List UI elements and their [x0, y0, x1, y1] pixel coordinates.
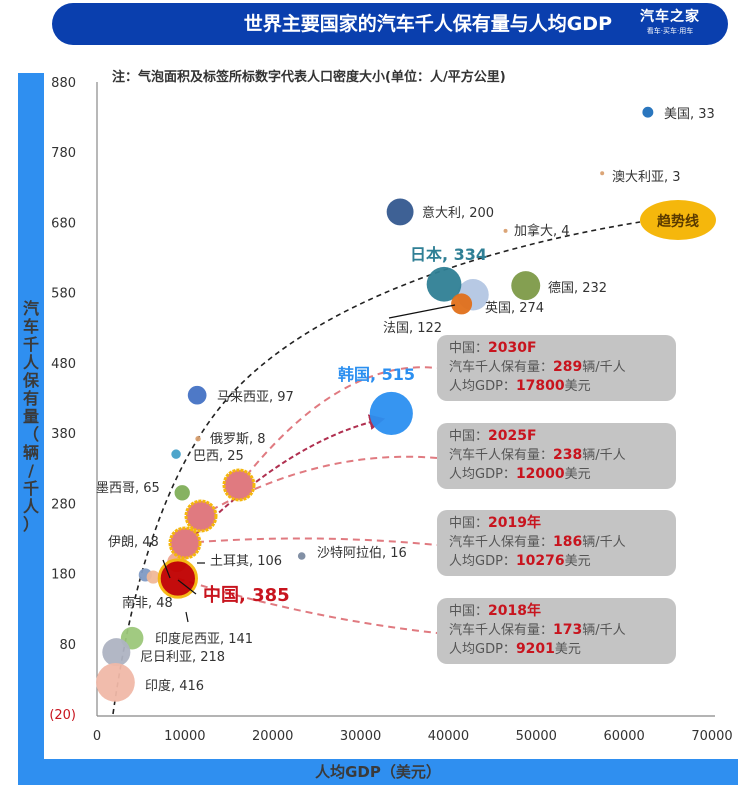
y-tick-label: 580	[51, 287, 76, 302]
bubble-法国	[451, 293, 473, 315]
y-axis-title-char: 人	[22, 353, 39, 372]
x-axis-title: 人均GDP（美元）	[315, 763, 441, 781]
bubble-label: 德国, 232	[548, 281, 607, 296]
y-tick-label: 180	[51, 568, 76, 583]
y-axis-title: 汽车千人保有量（辆 / 千人）	[18, 300, 44, 534]
trend-badge	[640, 200, 716, 240]
bubble-label: 印度尼西亚, 141	[155, 631, 253, 647]
bubble-日本	[426, 266, 462, 302]
bubble-label: 尼日利亚, 218	[140, 650, 225, 665]
bubble-label: 土耳其, 106	[210, 554, 282, 569]
y-tick-label: 280	[51, 497, 76, 512]
bubble-label: 巴西, 25	[193, 449, 244, 464]
y-tick-label: 480	[51, 357, 76, 372]
y-axis-title-char: 汽	[22, 299, 39, 318]
annotation-2025: 中国：2025F 汽车千人保有量：238辆/千人 人均GDP：12000美元	[437, 423, 676, 489]
y-axis-title-char: 保	[22, 371, 39, 390]
bubble-印度	[96, 663, 135, 702]
annotation-2030: 中国：2030F 汽车千人保有量：289辆/千人 人均GDP：17800美元	[437, 335, 676, 401]
bubble-label: 伊朗, 48	[108, 535, 159, 550]
x-tick-label: 50000	[516, 729, 557, 744]
projection-link-line	[184, 537, 438, 546]
bubble-label: 英国, 274	[485, 301, 544, 316]
y-axis-title-char: /	[28, 461, 34, 480]
projection-bubble-2030F	[222, 468, 256, 502]
bubble-南非	[146, 570, 160, 584]
annotation-2018: 中国：2018年 汽车千人保有量：173辆/千人 人均GDP：9201美元	[437, 598, 676, 664]
annotation-2019: 中国：2019年 汽车千人保有量：186辆/千人 人均GDP：10276美元	[437, 510, 676, 576]
x-axis-frame	[18, 759, 738, 785]
y-tick-label: 680	[51, 216, 76, 231]
trend-label: 趋势线	[657, 213, 699, 230]
chart-note: 注：气泡面积及标签所标数字代表人口密度大小(单位：人/平方公里)	[112, 70, 506, 85]
bubble-label: 墨西哥, 65	[96, 481, 160, 496]
projection-bubble-2025F	[184, 499, 218, 533]
bubble-label: 澳大利亚, 3	[612, 169, 681, 185]
bubble-label: 加拿大, 4	[514, 223, 570, 239]
y-axis-title-char: 车	[22, 317, 39, 336]
x-tick-label: 0	[93, 729, 101, 744]
projection-link-line	[200, 455, 438, 517]
bubble-马来西亚	[187, 385, 207, 405]
projection-bubble-2019年	[168, 526, 202, 560]
bubble-label: 日本, 334	[410, 245, 487, 264]
y-tick-label: (20)	[49, 708, 76, 723]
bubble-label: 韩国, 515	[338, 365, 415, 384]
bubble-label: 沙特阿拉伯, 16	[317, 546, 407, 561]
bubble-墨西哥	[174, 485, 190, 501]
y-tick-label: 80	[59, 638, 76, 653]
bubble-德国	[511, 271, 541, 301]
bubble-澳大利亚	[600, 171, 605, 176]
logo-main-text: 汽车之家	[640, 9, 700, 25]
bubble-俄罗斯	[195, 436, 201, 442]
leader-line	[177, 579, 197, 595]
y-tick-label: 380	[51, 427, 76, 442]
x-tick-label: 10000	[164, 729, 205, 744]
y-axis-title-char: 辆	[22, 443, 39, 462]
bubble-label: 俄罗斯, 8	[210, 432, 266, 447]
chart-title: 世界主要国家的汽车千人保有量与人均GDP	[243, 13, 612, 35]
y-axis-title-char: 千	[22, 335, 39, 354]
x-tick-label: 60000	[603, 729, 644, 744]
x-tick-label: 70000	[691, 729, 732, 744]
leader-line	[185, 611, 189, 623]
logo-sub-text: 看车·买车·用车	[646, 27, 694, 35]
y-axis-title-char: 千	[22, 479, 39, 498]
y-axis-title-char: ）	[22, 515, 39, 534]
bubble-label: 南非, 48	[122, 595, 173, 611]
bubble-label: 中国, 385	[203, 584, 290, 606]
title-banner: 世界主要国家的汽车千人保有量与人均GDP 汽车之家 看车·买车·用车	[52, 3, 728, 45]
x-tick-label: 20000	[252, 729, 293, 744]
bubble-巴西	[171, 449, 181, 459]
bubble-尼日利亚	[102, 638, 131, 667]
bubble-label: 马来西亚, 97	[217, 390, 294, 405]
x-tick-label: 30000	[340, 729, 381, 744]
bubble-label: 法国, 122	[383, 321, 442, 336]
bubble-沙特阿拉伯	[297, 552, 306, 560]
bubble-label: 印度, 416	[145, 678, 204, 694]
leader-line	[388, 304, 456, 319]
bubble-label: 美国, 33	[664, 107, 715, 122]
leader-line	[162, 559, 171, 579]
y-axis-frame	[18, 73, 44, 785]
x-tick-label: 40000	[428, 729, 469, 744]
y-axis-title-char: 量	[22, 407, 39, 426]
projection-link-line	[177, 577, 438, 634]
y-tick-label: 880	[51, 76, 76, 91]
y-tick-label: 780	[51, 146, 76, 161]
bubble-label: 意大利, 200	[422, 205, 494, 221]
y-axis-title-char: 人	[22, 497, 39, 516]
bubble-加拿大	[503, 228, 508, 233]
projection-link-line	[238, 366, 438, 486]
bubble-韩国	[369, 391, 413, 436]
y-axis-title-char: 有	[22, 389, 39, 408]
bubble-美国	[642, 106, 654, 118]
bubble-意大利	[386, 198, 414, 226]
brand-logo: 汽车之家 看车·买车·用车	[630, 9, 710, 36]
y-axis-title-char: （	[22, 425, 39, 444]
